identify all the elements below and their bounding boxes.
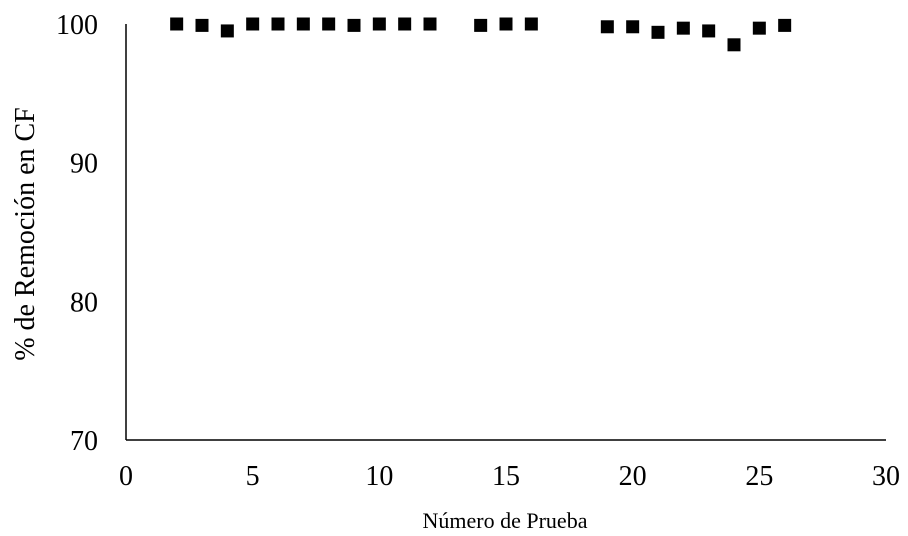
data-point bbox=[499, 17, 513, 31]
data-point bbox=[474, 18, 488, 32]
data-point bbox=[220, 24, 234, 38]
data-point bbox=[651, 25, 665, 39]
y-tick-label: 100 bbox=[56, 10, 98, 41]
x-tick-label: 5 bbox=[246, 461, 260, 492]
y-tick-label: 90 bbox=[70, 149, 98, 180]
x-tick-label: 20 bbox=[619, 461, 647, 492]
y-axis-ticks: 70 80 90 100 bbox=[56, 10, 98, 457]
x-tick-label: 10 bbox=[365, 461, 393, 492]
x-axis-title: Número de Prueba bbox=[423, 508, 588, 533]
x-tick-label: 0 bbox=[119, 461, 133, 492]
data-point bbox=[296, 17, 310, 31]
data-point bbox=[170, 17, 184, 31]
x-tick-label: 25 bbox=[745, 461, 773, 492]
data-point bbox=[271, 17, 285, 31]
data-point bbox=[600, 20, 614, 34]
data-points bbox=[170, 17, 792, 52]
data-point bbox=[246, 17, 260, 31]
x-axis-ticks: 0 5 10 15 20 25 30 bbox=[119, 461, 900, 492]
data-point bbox=[752, 21, 766, 35]
y-tick-label: 70 bbox=[70, 426, 98, 457]
data-point bbox=[626, 20, 640, 34]
data-point bbox=[372, 17, 386, 31]
data-point bbox=[322, 17, 336, 31]
data-point bbox=[423, 17, 437, 31]
y-axis-title: % de Remoción en CF bbox=[10, 107, 41, 361]
data-point bbox=[195, 18, 209, 32]
y-tick-label: 80 bbox=[70, 287, 98, 318]
data-point bbox=[702, 24, 716, 38]
x-tick-label: 30 bbox=[872, 461, 900, 492]
data-point bbox=[727, 38, 741, 52]
data-point bbox=[347, 18, 361, 32]
data-point bbox=[778, 18, 792, 32]
x-tick-label: 15 bbox=[492, 461, 520, 492]
data-point bbox=[398, 17, 412, 31]
plot-area bbox=[125, 24, 886, 441]
data-point bbox=[676, 21, 690, 35]
data-point bbox=[524, 17, 538, 31]
